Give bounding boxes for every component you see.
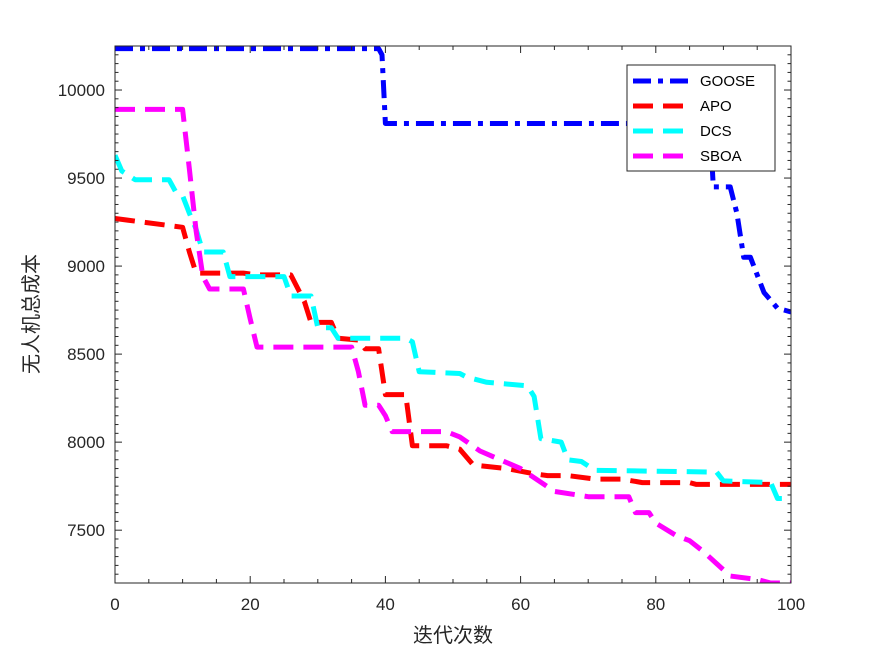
x-tick-label: 20 <box>241 595 260 614</box>
y-tick-label: 9000 <box>67 257 105 276</box>
y-tick-label: 10000 <box>58 81 105 100</box>
x-tick-label: 60 <box>511 595 530 614</box>
legend-label-apo: APO <box>700 98 732 115</box>
y-tick-label: 8000 <box>67 433 105 452</box>
series-layer <box>115 46 791 583</box>
x-tick-label: 40 <box>376 595 395 614</box>
axes-layer: 0 20 40 60 80 100 7500 8000 8500 9000 9500 10000 <box>58 45 805 614</box>
legend-label-goose: GOOSE <box>700 73 755 90</box>
series-line-sboa <box>115 106 791 583</box>
legend-label-dcs: DCS <box>700 123 732 140</box>
y-tick-label: 8500 <box>67 345 105 364</box>
x-tick-label: 0 <box>110 595 119 614</box>
y-axis-label: 无人机总成本 <box>19 254 43 374</box>
legend-label-sboa: SBOA <box>700 148 742 165</box>
legend: GOOSE APO DCS SBOA <box>626 64 776 172</box>
y-tick-label: 9500 <box>67 169 105 188</box>
legend-box <box>626 64 776 172</box>
y-tick-label: 7500 <box>67 521 105 540</box>
series-line-goose <box>115 46 791 315</box>
series-line-apo <box>115 216 791 487</box>
x-tick-label: 80 <box>646 595 665 614</box>
x-axis-label: 迭代次数 <box>413 623 493 647</box>
series-line-dcs <box>115 154 791 501</box>
x-tick-label: 100 <box>777 595 805 614</box>
